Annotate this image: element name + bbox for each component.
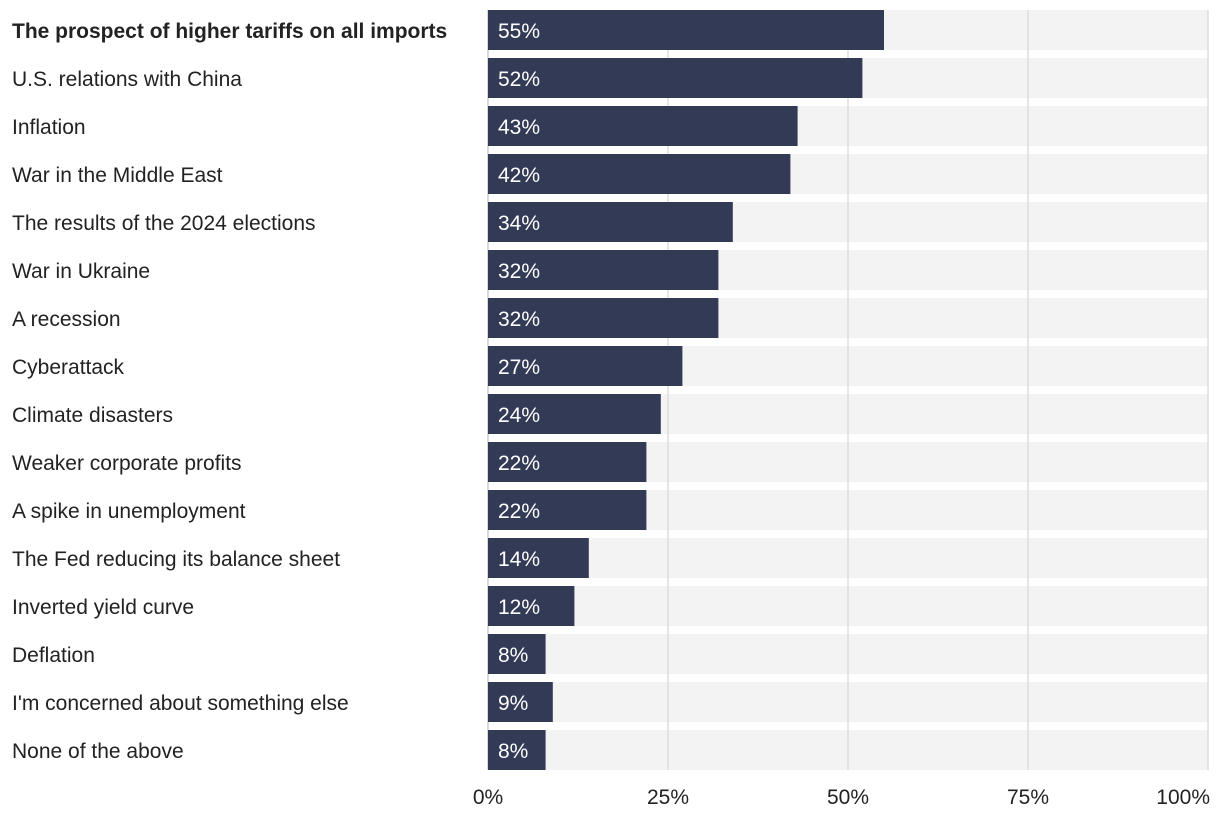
category-label: War in the Middle East [12,164,223,187]
category-label: U.S. relations with China [12,68,242,91]
value-label: 32% [498,308,540,331]
value-label: 22% [498,500,540,523]
x-tick-label: 75% [1007,786,1049,809]
category-label: A recession [12,308,121,331]
bar [488,202,733,242]
category-label: None of the above [12,740,184,763]
bar [488,250,719,290]
category-label: The Fed reducing its balance sheet [12,548,340,571]
bar [488,394,661,434]
value-labels: 55% 52% 43% 42% 34% 32% 32% 27% 24% 22% 22% 14% 12% 8… [498,20,540,763]
category-label: Weaker corporate profits [12,452,242,475]
bar [488,634,546,674]
category-labels: The prospect of higher tariffs on all im… [12,20,447,763]
bar [488,10,884,50]
value-label: 8% [498,740,528,763]
bar [488,298,719,338]
bar [488,154,791,194]
value-label: 9% [498,692,528,715]
category-label: A spike in unemployment [12,500,246,523]
category-label: Deflation [12,644,95,667]
value-label: 42% [498,164,540,187]
bar [488,730,546,770]
category-label: Cyberattack [12,356,125,379]
x-tick-label: 50% [827,786,869,809]
bar [488,586,575,626]
x-tick-label: 25% [647,786,689,809]
value-label: 43% [498,116,540,139]
bar [488,106,798,146]
value-label: 27% [498,356,540,379]
category-label: The results of the 2024 elections [12,212,316,235]
category-label: Inverted yield curve [12,596,194,619]
category-label: War in Ukraine [12,260,150,283]
value-label: 8% [498,644,528,667]
value-label: 32% [498,260,540,283]
bar [488,538,589,578]
x-tick-label: 100% [1156,786,1210,809]
value-label: 55% [498,20,540,43]
value-label: 34% [498,212,540,235]
value-label: 12% [498,596,540,619]
category-label: Inflation [12,116,86,139]
value-label: 14% [498,548,540,571]
bar [488,682,553,722]
bar [488,490,647,530]
value-label: 52% [498,68,540,91]
x-axis: 0% 25% 50% 75% 100% [473,786,1210,809]
bar [488,346,683,386]
bar [488,58,863,98]
x-tick-label: 0% [473,786,503,809]
category-label: Climate disasters [12,404,173,427]
category-label: The prospect of higher tariffs on all im… [12,20,447,43]
bars [488,10,884,770]
bar [488,442,647,482]
value-label: 22% [498,452,540,475]
category-label: I'm concerned about something else [12,692,349,715]
value-label: 24% [498,404,540,427]
